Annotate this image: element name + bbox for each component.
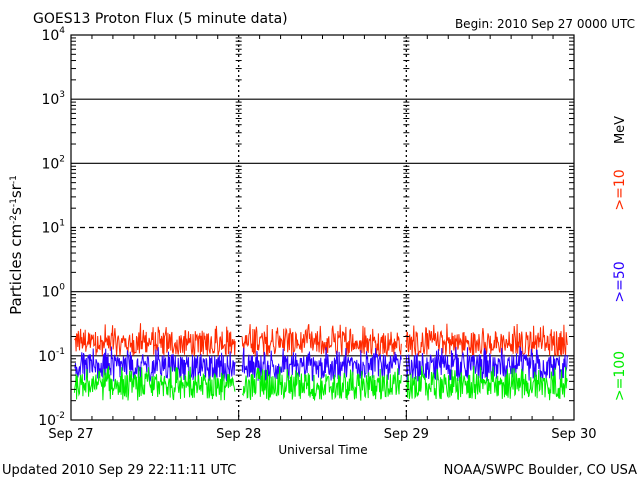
x-axis-label: Universal Time	[278, 443, 367, 457]
series-line-0-seg-2	[405, 323, 568, 357]
series-line-1-seg-1	[241, 347, 402, 382]
y-tick-label-exp-5: -1	[56, 347, 65, 357]
y-tick-label-exp-0: 4	[59, 26, 65, 36]
series-line-2-seg-0	[73, 366, 236, 401]
legend-unit-mev: MeV	[613, 116, 628, 144]
y-tick-label-base-3: 10	[41, 221, 59, 237]
y-tick-label-base-2: 10	[41, 156, 59, 172]
y-tick-label-1: 103	[41, 90, 65, 108]
y-tick-label-4: 100	[41, 283, 65, 301]
updated-timestamp: Updated 2010 Sep 29 22:11:11 UTC	[2, 463, 236, 478]
credit-label: NOAA/SWPC Boulder, CO USA	[444, 463, 637, 478]
y-tick-label-base-1: 10	[41, 92, 59, 108]
chart-title: GOES13 Proton Flux (5 minute data)	[33, 11, 288, 27]
y-tick-label-base-0: 10	[41, 28, 59, 44]
y-axis-label-sup3: -1	[9, 175, 19, 184]
y-tick-label-exp-4: 0	[59, 283, 65, 293]
y-axis-label-sup2: -1	[9, 198, 19, 207]
series-line-2-seg-1	[242, 366, 402, 401]
y-axis-label-sup1: -2	[9, 215, 19, 224]
y-tick-label-base-5: 10	[38, 349, 56, 365]
legend-series-ge10: >=10	[612, 169, 628, 210]
y-tick-label-2: 102	[41, 154, 65, 172]
x-tick-label-1: Sep 28	[216, 427, 261, 442]
y-tick-label-0: 104	[41, 26, 65, 44]
y-tick-label-5: 10-1	[38, 347, 65, 365]
legend-series-ge100: >=100	[612, 351, 628, 401]
series-line-0-seg-1	[241, 324, 402, 358]
series-line-0-seg-0	[74, 323, 236, 357]
x-tick-label-2: Sep 29	[384, 427, 429, 442]
y-tick-label-exp-2: 2	[59, 154, 65, 164]
y-axis-label-mid2: sr	[7, 183, 25, 198]
x-tick-label-3: Sep 30	[551, 427, 596, 442]
y-axis-label: Particles cm-2s-1sr-1	[7, 175, 25, 315]
begin-label: Begin: 2010 Sep 27 0000 UTC	[455, 17, 635, 31]
series-line-1-seg-0	[74, 346, 236, 383]
y-tick-label-base-6: 10	[38, 413, 56, 429]
series-line-2-seg-2	[405, 365, 568, 401]
y-tick-label-3: 101	[41, 219, 65, 237]
x-tick-label-0: Sep 27	[48, 427, 93, 442]
y-tick-label-base-4: 10	[41, 285, 59, 301]
y-tick-label-6: 10-2	[38, 411, 65, 429]
y-tick-label-exp-6: -2	[56, 411, 65, 421]
y-tick-label-exp-1: 3	[59, 90, 65, 100]
legend-series-ge50: >=50	[612, 261, 628, 302]
y-axis-label-main: Particles cm	[7, 224, 25, 315]
y-tick-label-exp-3: 1	[59, 219, 65, 229]
y-axis-label-mid1: s	[7, 207, 25, 215]
series-layer	[73, 323, 568, 401]
